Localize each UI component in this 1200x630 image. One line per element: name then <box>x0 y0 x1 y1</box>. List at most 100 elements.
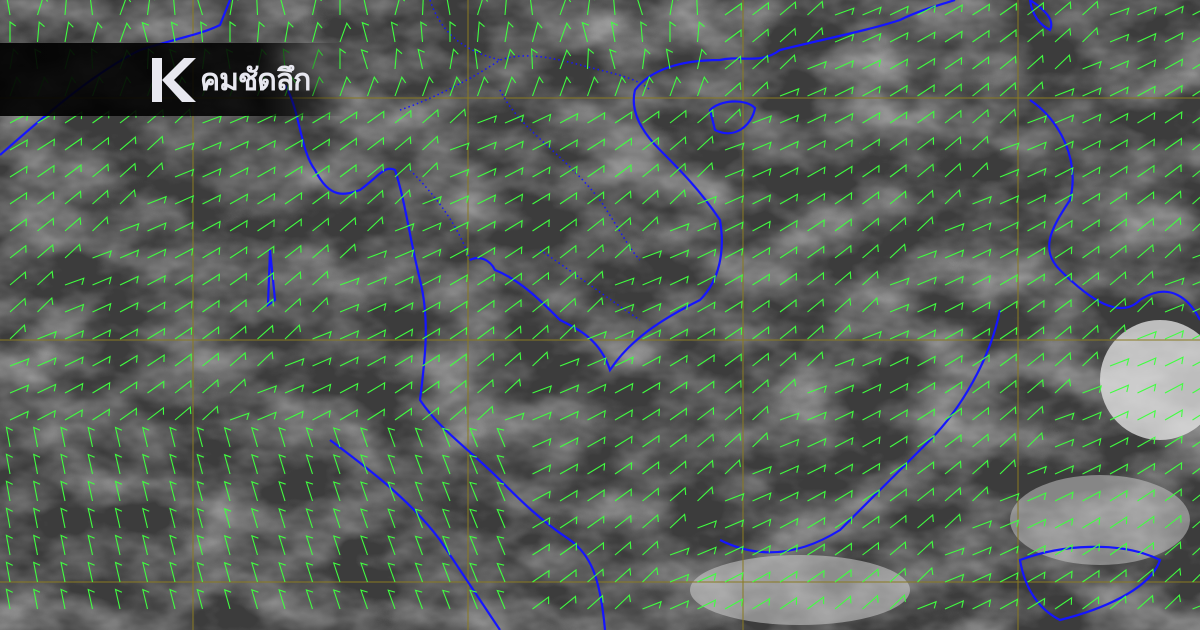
wind-barb <box>614 408 633 421</box>
wind-barb <box>889 163 907 178</box>
wind-barb <box>944 3 963 16</box>
wind-barb <box>642 302 662 313</box>
wind-barb <box>944 599 965 610</box>
wind-barb <box>394 407 412 421</box>
wind-barb <box>32 534 41 556</box>
wind-barb <box>250 453 259 475</box>
wind-barb <box>697 248 717 259</box>
wind-barb <box>972 486 989 502</box>
wind-barb <box>862 541 880 556</box>
wind-barb <box>469 481 479 502</box>
wind-barb <box>1082 271 1100 286</box>
wind-barb <box>1109 7 1130 16</box>
wind-barb <box>587 111 606 124</box>
wind-barb <box>862 111 881 124</box>
wind-barb <box>394 0 406 16</box>
wind-barb <box>587 270 604 286</box>
wind-barb <box>559 244 577 259</box>
wind-barb <box>1192 63 1200 70</box>
wind-barb <box>414 535 424 556</box>
wind-barb <box>724 571 744 583</box>
wind-barb <box>862 164 880 178</box>
wind-barb <box>387 427 396 448</box>
wind-barb <box>474 48 482 70</box>
wind-barb <box>917 540 934 556</box>
wind-barb <box>32 453 41 475</box>
wind-barb <box>608 48 617 70</box>
wind-barb <box>724 326 743 340</box>
wind-barb <box>862 6 882 16</box>
wind-barb <box>332 508 341 529</box>
wind-barb <box>752 273 771 286</box>
wind-barb <box>669 547 690 556</box>
wind-barb <box>972 599 992 610</box>
wind-barb <box>223 453 232 475</box>
wind-barb <box>229 219 248 232</box>
wind-barb <box>360 481 369 502</box>
wind-barb <box>9 244 27 259</box>
wind-barb <box>1082 596 1100 610</box>
wind-barb <box>147 161 164 178</box>
wind-barb <box>37 191 55 205</box>
wind-barb <box>92 408 111 421</box>
wind-barb <box>697 520 718 529</box>
wind-barb <box>642 329 662 340</box>
wind-barb <box>89 0 94 16</box>
wind-barb <box>446 0 451 16</box>
wind-barb <box>807 324 824 340</box>
wind-barb <box>532 516 551 529</box>
cloud-mass <box>690 555 910 625</box>
wind-barb <box>449 75 462 97</box>
wind-barb <box>531 75 544 97</box>
wind-barb <box>449 194 470 205</box>
wind-barb <box>504 298 522 313</box>
wind-barb <box>1082 0 1099 16</box>
wind-barb <box>917 163 934 178</box>
wind-barb <box>1109 542 1127 556</box>
wind-barb <box>202 141 222 151</box>
wind-barb <box>147 135 164 151</box>
wind-barb <box>642 540 659 556</box>
wind-barb <box>752 1 770 16</box>
wind-barb <box>9 384 30 394</box>
wind-barb <box>1137 409 1156 421</box>
wind-barb <box>972 3 991 16</box>
wind-barb <box>614 243 632 259</box>
wind-barb <box>614 540 632 556</box>
wind-barb <box>669 433 687 448</box>
wind-barb <box>278 454 286 475</box>
wind-barb <box>32 507 41 529</box>
wind-barb <box>367 250 388 259</box>
wind-barb <box>141 21 150 43</box>
wind-barb <box>5 561 13 583</box>
wind-barb <box>724 300 743 313</box>
wind-barb <box>889 137 907 151</box>
wind-barb <box>469 589 479 610</box>
wind-barb <box>1164 303 1185 313</box>
wind-barb <box>669 162 687 178</box>
wind-barb <box>387 562 396 583</box>
wind-barb <box>92 163 109 178</box>
wind-barb <box>394 301 414 313</box>
wind-barb <box>196 426 204 448</box>
wind-barb <box>119 275 139 286</box>
wind-barb <box>889 243 907 259</box>
wind-barb <box>1109 436 1129 448</box>
wind-barb <box>119 381 138 394</box>
wind-barb <box>504 219 523 232</box>
wind-barb <box>114 534 123 556</box>
wind-barb <box>64 408 83 421</box>
wind-barb <box>1054 140 1074 151</box>
wind-barb <box>114 561 123 583</box>
wind-barb <box>889 216 907 232</box>
wind-barb <box>414 508 424 529</box>
wind-barb <box>532 298 549 313</box>
wind-barb <box>278 535 286 556</box>
wind-barb <box>1137 488 1155 502</box>
wind-barb <box>1082 543 1101 556</box>
wind-barb <box>1164 540 1182 556</box>
wind-barb <box>1137 111 1156 124</box>
wind-barb <box>1082 437 1102 448</box>
wind-barb <box>697 433 714 448</box>
wind-barb <box>807 113 827 124</box>
